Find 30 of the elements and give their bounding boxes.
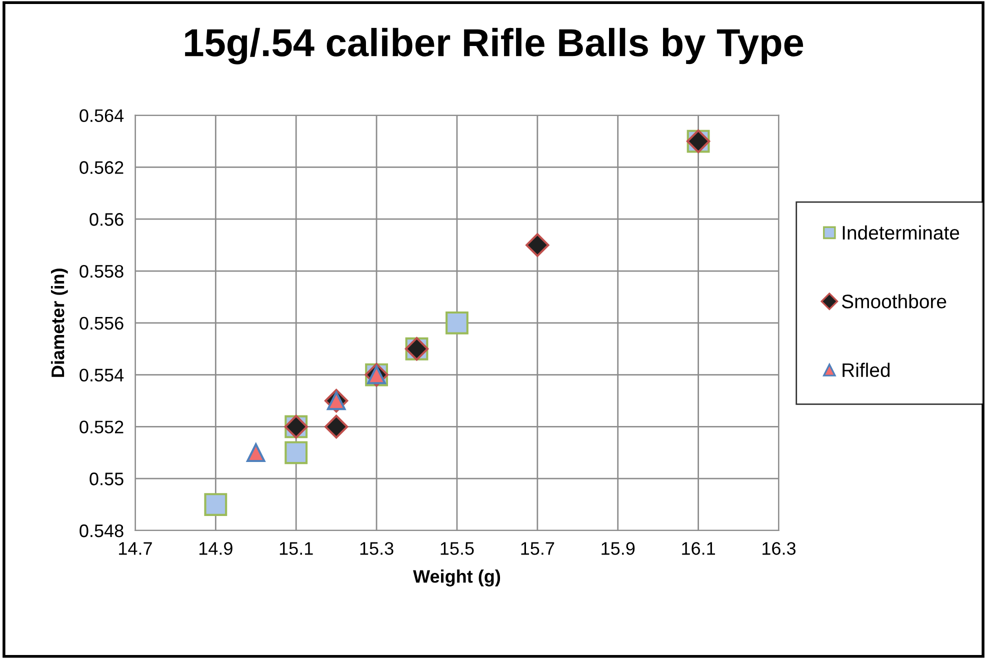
y-tick-label: 0.554: [80, 368, 124, 382]
y-tick-label: 0.55: [90, 472, 124, 486]
y-tick-label: 0.548: [80, 524, 124, 538]
x-tick-label: 15.1: [280, 542, 313, 555]
y-tick-label: 0.564: [80, 109, 124, 122]
point: [446, 311, 468, 334]
legend-label: Rifled: [842, 362, 890, 378]
x-tick-label: 14.9: [199, 542, 232, 555]
y-tick-label: 0.558: [80, 264, 124, 278]
point: [526, 233, 550, 257]
y-tick-label: 0.552: [80, 420, 124, 434]
x-tick-label: 16.1: [682, 542, 715, 555]
x-axis-title: Weight (g): [413, 570, 500, 586]
x-tick-label: 14.7: [119, 542, 152, 555]
chart-title: 15g/.54 caliber Rifle Balls by Type: [185, 28, 804, 64]
x-tick-label: 15.3: [360, 542, 394, 555]
y-tick-label: 0.562: [80, 161, 124, 174]
y-axis-title: Diameter (in): [50, 268, 68, 377]
point: [204, 493, 228, 516]
y-tick-label: 0.56: [90, 213, 124, 226]
x-tick-label: 15.7: [521, 542, 554, 555]
point: [284, 441, 308, 464]
point: [246, 443, 266, 462]
x-tick-label: 16.3: [762, 542, 796, 555]
x-tick-label: 15.5: [440, 542, 474, 555]
y-tick-label: 0.556: [80, 316, 124, 330]
legend-label: Smoothbore: [842, 294, 946, 308]
x-tick-label: 15.9: [602, 542, 635, 555]
legend-label: Indeterminate: [842, 225, 960, 240]
point: [324, 414, 348, 439]
